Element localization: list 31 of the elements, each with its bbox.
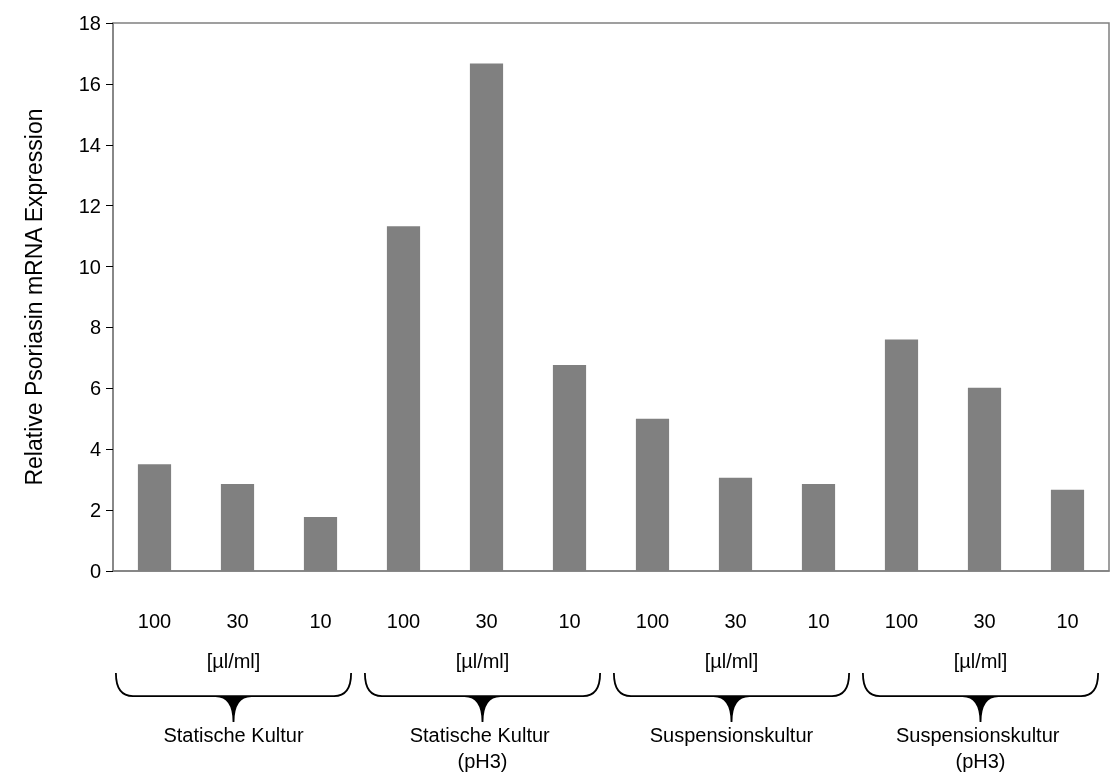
y-tick-label: 2	[89, 499, 101, 522]
text: [µl/ml]	[953, 650, 1008, 672]
x-tick-label: 100	[137, 610, 172, 632]
y-tick-label: 18	[78, 12, 101, 34]
y-tick-label: 6	[89, 377, 101, 400]
x-tick-label: 10	[309, 610, 332, 632]
text: [µl/ml]	[455, 650, 510, 672]
x-tick-label: 30	[724, 610, 747, 632]
y-tick-label: 4	[89, 438, 101, 461]
y-tick-label: 16	[78, 72, 101, 95]
y-tick-label: 12	[78, 194, 101, 217]
y-tick-label: 8	[89, 316, 101, 339]
y-tick-label: 0	[89, 560, 101, 582]
x-tick-label: 30	[226, 610, 249, 632]
x-tick-label: 100	[386, 610, 421, 632]
x-tick-label: 10	[807, 610, 830, 632]
x-tick-label: 10	[558, 610, 581, 632]
text: Statische Kultur (pH3)	[409, 724, 556, 772]
x-tick-label: 10	[1056, 610, 1079, 632]
text: [µl/ml]	[206, 650, 261, 672]
y-tick-label: 10	[78, 255, 101, 278]
x-tick-label: 30	[475, 610, 498, 632]
text: Suspensionskultur	[649, 724, 814, 746]
y-tick-label: 14	[78, 133, 101, 156]
x-tick-label: 30	[973, 610, 996, 632]
y-axis-title: Relative Psoriasin mRNA Expression	[20, 108, 47, 486]
text: [µl/ml]	[704, 650, 759, 672]
x-tick-label: 100	[635, 610, 670, 632]
text: Statische Kultur	[163, 724, 304, 746]
x-tick-label: 100	[884, 610, 919, 632]
text: Suspensionskultur (pH3)	[896, 724, 1065, 772]
